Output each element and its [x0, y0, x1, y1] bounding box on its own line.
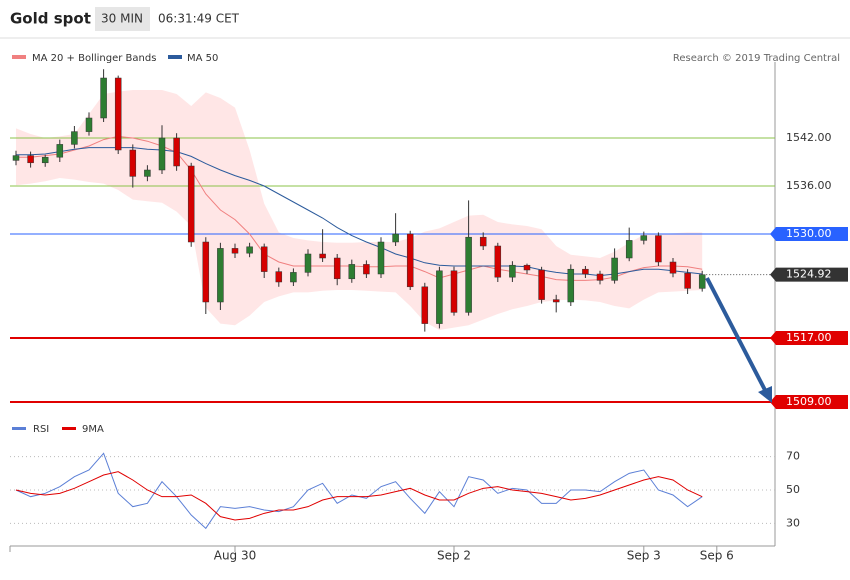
candle-body	[158, 137, 166, 171]
x-tick-label: Sep 2	[437, 549, 471, 563]
candle-body	[290, 272, 297, 283]
moving-average	[16, 147, 703, 277]
candle-body	[698, 274, 706, 289]
candle-body	[479, 236, 487, 247]
candle-body	[567, 268, 575, 303]
level-label: 1536.00	[786, 179, 832, 192]
level-label: 1517.00	[786, 331, 832, 344]
level-pointer	[770, 267, 776, 282]
candle-body	[114, 77, 122, 151]
legend-swatch	[12, 55, 26, 59]
candle-body	[669, 261, 677, 274]
candle-body	[684, 272, 691, 289]
x-tick-label: Sep 3	[627, 549, 661, 563]
level-box	[776, 227, 848, 241]
candle-body	[275, 271, 283, 283]
candle-body	[406, 233, 414, 288]
y-tick-label: 70	[786, 450, 800, 463]
legend-swatch	[12, 427, 26, 430]
legend-label: MA 20 + Bollinger Bands	[32, 53, 156, 64]
level-label: 1530.00	[786, 227, 832, 240]
candle-body	[56, 144, 64, 158]
candle-body	[582, 268, 589, 275]
candle-body	[85, 117, 93, 132]
forecast-arrow	[705, 277, 768, 393]
level-pointer	[770, 227, 776, 241]
candle-body	[333, 257, 341, 280]
candle-body	[625, 240, 633, 259]
candle-body	[41, 156, 49, 164]
x-tick-label: Aug 30	[214, 549, 257, 563]
candle-body	[319, 253, 326, 259]
legend-swatch	[62, 427, 76, 430]
candle-body	[640, 235, 648, 241]
candle-body	[377, 241, 385, 275]
y-tick-label: 50	[786, 483, 800, 496]
candle-body	[12, 155, 20, 161]
level-box	[776, 331, 848, 345]
plot: 1542.00 1536.00 1530.00 1517.00 1509.00 1524.…	[10, 69, 848, 563]
candle-body	[421, 286, 429, 324]
candle-body	[596, 273, 604, 281]
candle-body	[523, 264, 531, 271]
legend-label: MA 50	[187, 53, 218, 64]
candle-body	[363, 264, 370, 275]
level-box	[776, 395, 848, 409]
candle-body	[465, 236, 472, 313]
candle-body	[260, 246, 268, 272]
candle-body	[71, 131, 78, 145]
candle-body	[173, 137, 180, 167]
candle-body	[202, 241, 210, 303]
level-label: 1509.00	[786, 395, 832, 408]
candle-body	[144, 169, 151, 177]
candle-body	[655, 235, 662, 263]
candle-body	[611, 257, 618, 281]
candle-body	[348, 264, 356, 280]
credit: Research © 2019 Trading Central	[673, 53, 840, 64]
candle-body	[129, 149, 137, 177]
last-price-label: 1524.92	[786, 268, 832, 281]
candle-body	[27, 155, 34, 164]
level-pointer	[770, 395, 776, 409]
candle-body	[494, 245, 502, 278]
interval-box[interactable]	[95, 7, 150, 31]
level-pointer	[770, 331, 776, 345]
y-tick-label: 30	[786, 516, 800, 529]
moving-average	[16, 135, 703, 281]
legend-label: RSI	[33, 424, 49, 435]
candle-body	[509, 264, 516, 278]
legend-label: 9MA	[82, 424, 104, 435]
interval[interactable]: 30 MIN	[101, 12, 143, 26]
candle-body	[304, 253, 312, 273]
candle-body	[187, 165, 195, 243]
candle-body	[217, 248, 224, 303]
indicator-line	[15, 471, 703, 521]
candle-body	[100, 77, 107, 119]
last-price-box	[776, 267, 848, 282]
candle-body	[552, 299, 560, 303]
bollinger-band	[16, 90, 703, 330]
legend-swatch	[168, 55, 182, 59]
candle-body	[246, 246, 253, 254]
candle-body	[436, 270, 443, 324]
candle-body	[538, 269, 545, 300]
candle-body	[392, 233, 399, 243]
clock: 06:31:49 CET	[158, 12, 240, 26]
candle-body	[450, 270, 458, 313]
forecast-arrowhead	[758, 386, 772, 403]
x-tick-label: Sep 6	[700, 549, 734, 563]
candle-body	[231, 248, 239, 254]
level-label: 1542.00	[786, 131, 832, 144]
instrument-title: Gold spot	[10, 10, 91, 28]
